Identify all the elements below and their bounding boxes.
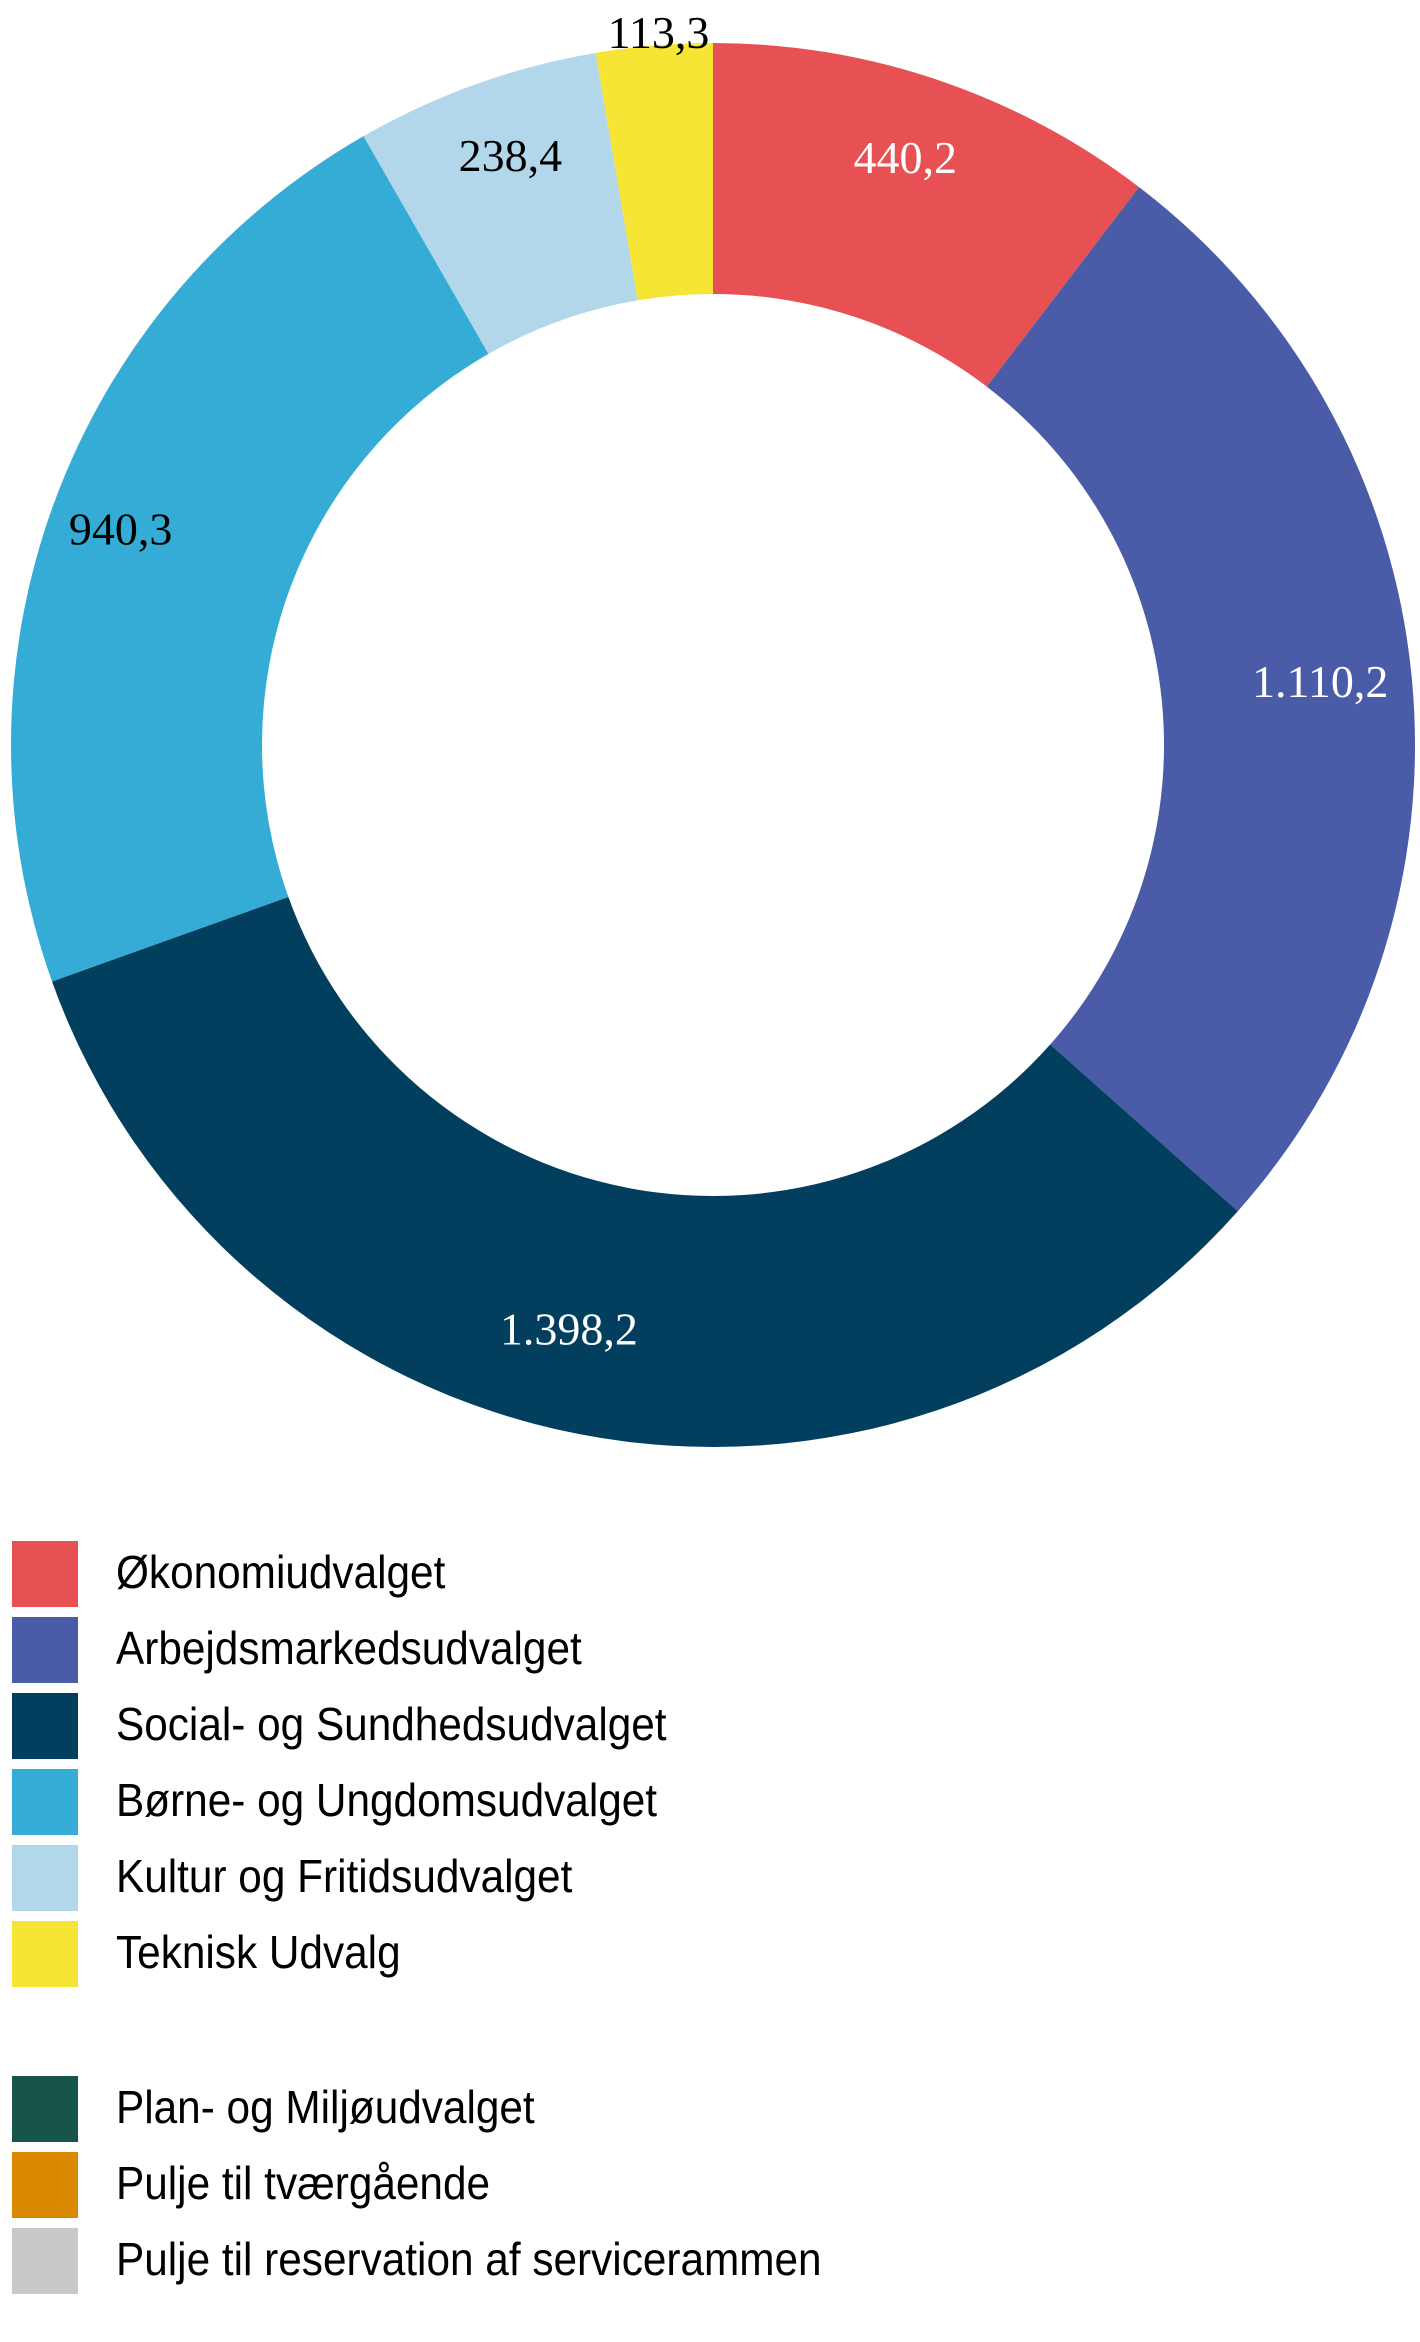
legend-item: Økonomiudvalget (12, 1541, 1312, 1607)
legend-item: Teknisk Udvalg (12, 1921, 1312, 1987)
legend-label: Børne- og Ungdomsudvalget (116, 1774, 658, 1826)
legend-swatch (12, 1845, 78, 1911)
donut-chart: 440,2 1.110,2 1.398,2 940,3 238,4 113,3 (11, 7, 1415, 1447)
data-label: 440,2 (853, 132, 957, 183)
legend-label: Kultur og Fritidsudvalget (116, 1850, 573, 1902)
legend-swatch (12, 1769, 78, 1835)
data-label: 1.398,2 (500, 1304, 638, 1355)
data-label: 113,3 (608, 7, 710, 58)
donut-slice (11, 136, 489, 982)
data-label: 940,3 (69, 504, 173, 555)
legend-item: Pulje til tværgående (12, 2152, 1312, 2218)
legend-swatch (12, 2228, 78, 2294)
donut-slice (52, 896, 1238, 1447)
legend-swatch (12, 1541, 78, 1607)
legend-label: Pulje til tværgående (116, 2157, 491, 2209)
donut-slice (363, 52, 638, 354)
legend-item: Pulje til reservation af servicerammen (12, 2228, 1312, 2294)
legend-label: Arbejdsmarkedsudvalget (116, 1622, 582, 1674)
donut-slice (713, 43, 1140, 387)
legend-label: Social- og Sundhedsudvalget (116, 1698, 667, 1750)
legend-item: Børne- og Ungdomsudvalget (12, 1769, 1312, 1835)
legend-swatch (12, 2076, 78, 2142)
legend-swatch (12, 1693, 78, 1759)
data-label: 1.110,2 (1252, 656, 1388, 707)
legend-swatch (12, 1921, 78, 1987)
data-label: 238,4 (459, 130, 563, 181)
legend-item: Plan- og Miljøudvalget (12, 2076, 1312, 2142)
donut-slice (595, 43, 713, 301)
legend-label: Teknisk Udvalg (116, 1926, 401, 1978)
legend-swatch (12, 2152, 78, 2218)
legend-item: Arbejdsmarkedsudvalget (12, 1617, 1312, 1683)
legend-label: Økonomiudvalget (116, 1546, 446, 1598)
legend-swatch (12, 1617, 78, 1683)
legend-item: Kultur og Fritidsudvalget (12, 1845, 1312, 1911)
legend-label: Plan- og Miljøudvalget (116, 2081, 535, 2133)
legend-item: Social- og Sundhedsudvalget (12, 1693, 1312, 1759)
legend-label: Pulje til reservation af servicerammen (116, 2233, 822, 2285)
donut-slice (986, 187, 1415, 1212)
